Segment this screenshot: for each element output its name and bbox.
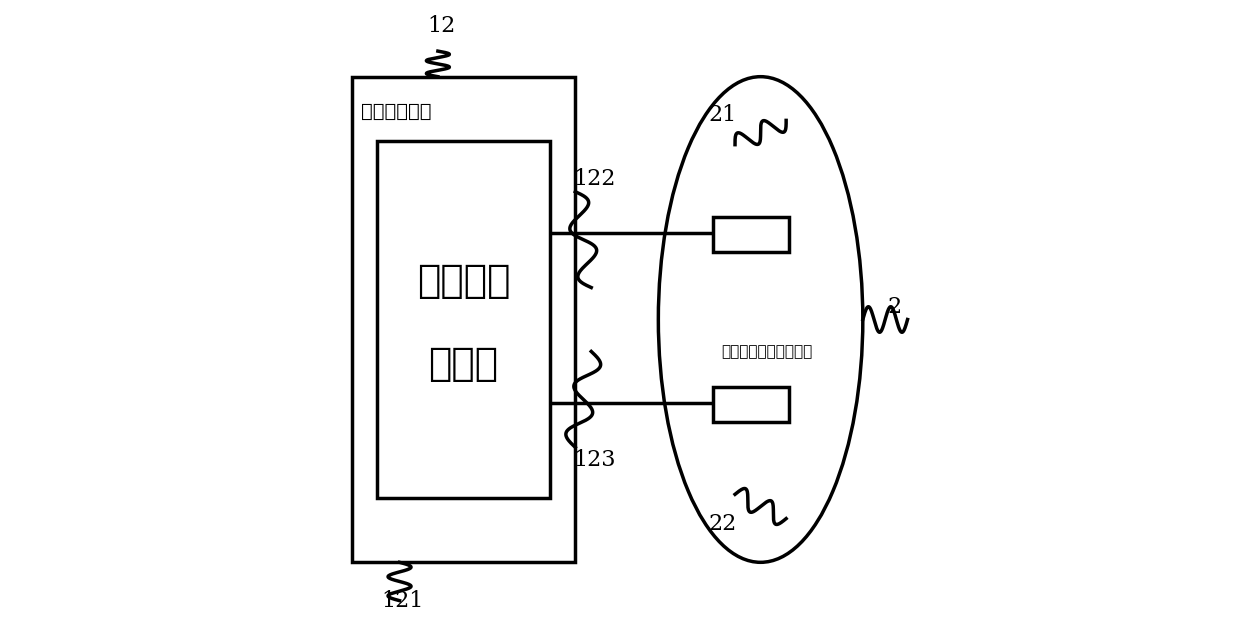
Bar [352, 77, 575, 562]
Ellipse shape [658, 77, 863, 562]
Text: 功率均衡模块: 功率均衡模块 [361, 102, 432, 121]
Text: 122: 122 [573, 168, 615, 190]
Bar [377, 141, 549, 498]
Text: 21: 21 [708, 104, 737, 126]
Text: 对称两路宽带天线模块: 对称两路宽带天线模块 [722, 344, 812, 359]
Text: 22: 22 [708, 513, 737, 535]
Bar [713, 217, 790, 252]
Text: 射频功率: 射频功率 [417, 262, 510, 300]
Text: 123: 123 [573, 449, 616, 471]
Text: 12: 12 [427, 15, 455, 36]
Bar [713, 387, 790, 422]
Text: 2: 2 [888, 296, 901, 318]
Text: 121: 121 [382, 590, 424, 612]
Text: 均衡器: 均衡器 [428, 345, 498, 383]
